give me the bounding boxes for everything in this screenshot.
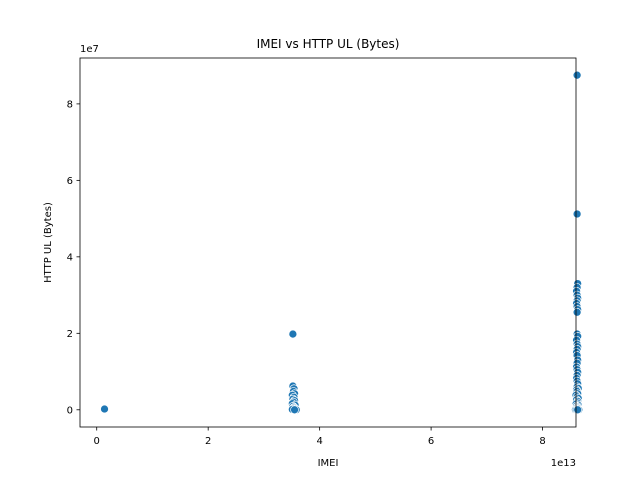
scatter-point [573, 405, 583, 415]
points-layer [100, 70, 584, 415]
scatter-point [572, 307, 582, 317]
x-axis-ticks: 0 2 4 6 8 [94, 427, 546, 447]
y-tick-label: 8 [67, 99, 73, 110]
x-axis-multiplier: 1e13 [551, 458, 576, 469]
x-tick-label: 8 [539, 436, 545, 447]
y-axis-multiplier: 1e7 [80, 44, 99, 55]
y-tick-label: 0 [67, 405, 73, 416]
scatter-point [572, 70, 582, 80]
x-axis-label: IMEI [318, 458, 339, 469]
scatter-point [100, 404, 109, 414]
y-tick-label: 2 [67, 329, 73, 340]
scatter-point [290, 405, 299, 415]
x-tick-label: 0 [94, 436, 100, 447]
scatter-point [288, 329, 298, 339]
plot-frame [79, 57, 577, 428]
x-tick-label: 2 [205, 436, 211, 447]
scatter-point [572, 209, 582, 219]
x-tick-label: 6 [428, 436, 434, 447]
x-tick-label: 4 [316, 436, 322, 447]
y-tick-label: 4 [67, 252, 73, 263]
chart-title: IMEI vs HTTP UL (Bytes) [257, 37, 400, 51]
y-axis-label: HTTP UL (Bytes) [43, 202, 54, 283]
y-axis-ticks: 0 2 4 6 8 [67, 99, 80, 416]
y-tick-label: 6 [67, 176, 73, 187]
